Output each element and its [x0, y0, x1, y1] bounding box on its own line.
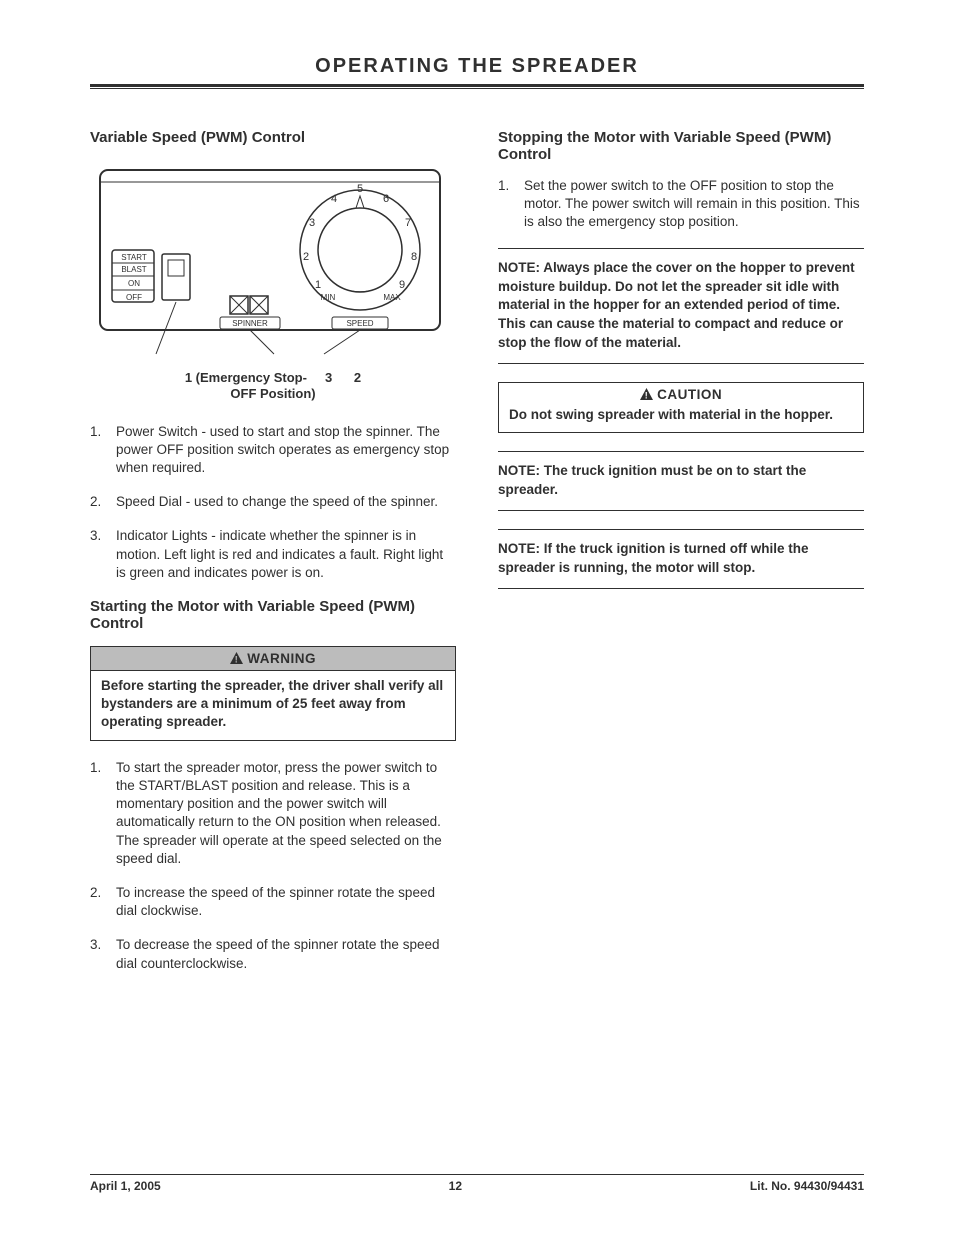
- title-rule: [90, 84, 864, 89]
- heading-starting-motor: Starting the Motor with Variable Speed (…: [90, 598, 456, 632]
- list-item: Speed Dial - used to change the speed of…: [116, 493, 438, 511]
- caution-icon: !: [640, 388, 653, 400]
- svg-text:3: 3: [309, 217, 315, 229]
- footer-date: April 1, 2005: [90, 1179, 161, 1193]
- caution-box: ! CAUTION Do not swing spreader with mat…: [498, 382, 864, 433]
- svg-text:MAX: MAX: [383, 293, 401, 302]
- svg-text:8: 8: [411, 251, 417, 263]
- label-on: ON: [128, 279, 140, 288]
- svg-text:4: 4: [331, 193, 337, 205]
- note-ignition-off: NOTE: If the truck ignition is turned of…: [498, 529, 864, 589]
- label-start: START: [121, 253, 147, 262]
- footer-page-number: 12: [449, 1179, 462, 1193]
- warning-head-text: WARNING: [247, 651, 316, 666]
- list-item: To start the spreader motor, press the p…: [116, 759, 456, 868]
- right-column: Stopping the Motor with Variable Speed (…: [498, 129, 864, 989]
- svg-text:1: 1: [315, 279, 321, 291]
- control-diagram: START BLAST ON OFF SPINNER: [90, 160, 456, 360]
- note-hopper-cover: NOTE: Always place the cover on the hopp…: [498, 248, 864, 364]
- stopping-steps-list: 1.Set the power switch to the OFF positi…: [498, 177, 864, 232]
- svg-text:9: 9: [399, 279, 405, 291]
- svg-text:6: 6: [383, 193, 389, 205]
- list-item: To decrease the speed of the spinner rot…: [116, 936, 456, 972]
- svg-text:7: 7: [405, 217, 411, 229]
- note-ignition-on: NOTE: The truck ignition must be on to s…: [498, 451, 864, 511]
- starting-steps-list: 1.To start the spreader motor, press the…: [90, 759, 456, 973]
- heading-stopping-motor: Stopping the Motor with Variable Speed (…: [498, 129, 864, 163]
- footer-lit-number: Lit. No. 94430/94431: [750, 1179, 864, 1193]
- list-item: Indicator Lights - indicate whether the …: [116, 527, 456, 582]
- warning-icon: !: [230, 652, 243, 664]
- label-spinner: SPINNER: [232, 319, 268, 328]
- caution-head-text: CAUTION: [657, 387, 722, 402]
- svg-text:!: !: [645, 391, 649, 401]
- warning-box: ! WARNING Before starting the spreader, …: [90, 646, 456, 741]
- svg-text:MIN: MIN: [321, 293, 336, 302]
- page-title: OPERATING THE SPREADER: [90, 55, 864, 84]
- label-speed: SPEED: [346, 319, 373, 328]
- diagram-callout: 1 (Emergency Stop- 3 2 OFF Position): [90, 370, 456, 403]
- list-item: Power Switch - used to start and stop th…: [116, 423, 456, 478]
- page-footer: April 1, 2005 12 Lit. No. 94430/94431: [90, 1174, 864, 1193]
- svg-text:2: 2: [303, 251, 309, 263]
- svg-text:!: !: [235, 655, 239, 665]
- svg-text:5: 5: [357, 183, 363, 195]
- label-off: OFF: [126, 293, 142, 302]
- content-columns: Variable Speed (PWM) Control START BLAST…: [90, 129, 864, 989]
- heading-variable-speed: Variable Speed (PWM) Control: [90, 129, 456, 146]
- list-item: To increase the speed of the spinner rot…: [116, 884, 456, 920]
- warning-body-text: Before starting the spreader, the driver…: [91, 671, 455, 740]
- label-blast: BLAST: [121, 265, 146, 274]
- caution-body-text: Do not swing spreader with material in t…: [499, 406, 863, 432]
- list-item: Set the power switch to the OFF position…: [524, 177, 864, 232]
- control-description-list: 1.Power Switch - used to start and stop …: [90, 423, 456, 583]
- left-column: Variable Speed (PWM) Control START BLAST…: [90, 129, 456, 989]
